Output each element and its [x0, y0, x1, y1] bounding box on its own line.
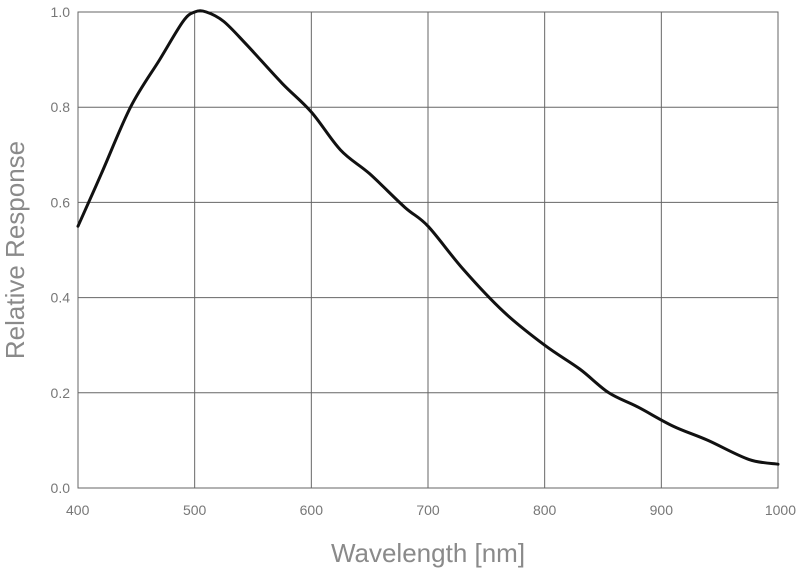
- y-tick-label: 0.4: [51, 290, 71, 306]
- x-tick-label: 800: [533, 502, 557, 518]
- x-axis-title: Wavelength [nm]: [331, 538, 525, 568]
- x-tick-label: 1000: [765, 502, 796, 518]
- x-tick-label: 600: [300, 502, 324, 518]
- y-axis-ticks: 0.0 0.2 0.4 0.6 0.8 1.0: [51, 4, 71, 496]
- x-tick-label: 900: [650, 502, 674, 518]
- y-tick-label: 0.2: [51, 385, 71, 401]
- x-tick-label: 700: [416, 502, 440, 518]
- x-tick-label: 500: [183, 502, 207, 518]
- y-tick-label: 0.6: [51, 194, 71, 210]
- y-tick-label: 0.8: [51, 99, 71, 115]
- y-tick-label: 1.0: [51, 4, 71, 20]
- y-tick-label: 0.0: [51, 480, 71, 496]
- series-line-relative-response: [76, 9, 780, 466]
- plot-frame: [77, 11, 779, 489]
- x-axis-ticks: 400 500 600 700 800 900 1000: [66, 502, 796, 518]
- grid: [78, 12, 778, 488]
- x-tick-label: 400: [66, 502, 90, 518]
- y-axis-title: Relative Response: [0, 141, 30, 359]
